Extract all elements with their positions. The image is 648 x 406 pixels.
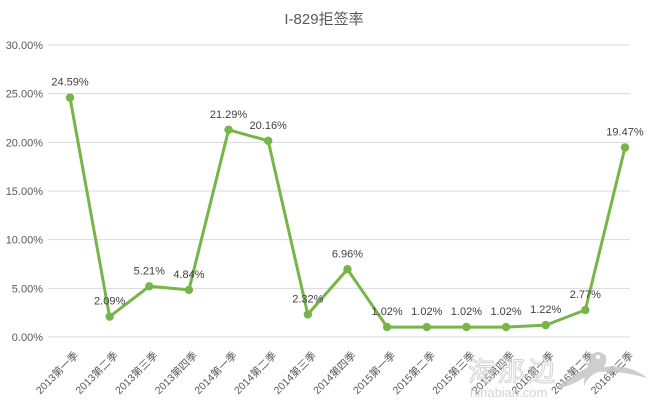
bird-icon: [556, 352, 647, 388]
data-point-marker: [541, 320, 550, 330]
data-point-label: 19.47%: [606, 126, 644, 138]
data-point-label: 1.02%: [411, 306, 442, 318]
data-point-marker: [224, 125, 233, 134]
y-axis-tick-label: 15.00%: [6, 186, 44, 198]
data-point-marker: [303, 310, 313, 319]
data-point-marker: [581, 305, 590, 315]
data-point-label: 1.02%: [372, 306, 403, 318]
data-point-marker: [422, 322, 431, 332]
watermark-url: hinabian.com: [470, 385, 547, 400]
data-point-marker: [264, 136, 273, 145]
y-axis-tick-label: 30.00%: [6, 40, 44, 52]
data-point-marker: [382, 322, 392, 332]
watermark-text: 海那边: [468, 357, 558, 387]
data-point-label: 1.22%: [530, 304, 561, 316]
data-point-marker: [501, 322, 511, 332]
y-axis-tick-label: 10.00%: [6, 235, 44, 247]
y-axis-labels: 0.00% 5.00% 10.00% 15.00% 20.00% 25.00% 30.00%: [6, 40, 44, 344]
data-point-marker: [343, 265, 352, 274]
data-point-marker: [462, 322, 471, 332]
y-axis-tick-label: 5.00%: [12, 283, 43, 295]
chart-title: I-829拒签率: [284, 11, 363, 28]
data-point-label: 24.59%: [51, 77, 89, 89]
data-point-label: 4.84%: [173, 269, 204, 281]
data-point-label: 2.32%: [292, 293, 323, 305]
data-point-label: 1.02%: [490, 306, 521, 318]
data-point-marker: [184, 285, 194, 295]
data-point-label: 6.96%: [332, 248, 363, 260]
data-point-label: 2.09%: [94, 296, 125, 308]
data-point-label: 21.29%: [210, 109, 248, 121]
data-labels: 24.59% 2.09% 5.21% 4.84% 21.29%20.16% 2.32% 6.…: [51, 77, 643, 318]
y-axis-tick-label: 25.00%: [6, 89, 44, 101]
data-series: [65, 93, 630, 332]
watermark: 海那边 hinabian.com: [468, 352, 647, 400]
series-line: [68, 96, 627, 329]
data-point-label: 5.21%: [134, 265, 165, 277]
data-point-marker: [105, 312, 114, 321]
y-axis-tick-label: 0.00%: [12, 332, 43, 344]
data-point-label: 20.16%: [250, 120, 288, 132]
data-point-label: 2.77%: [570, 289, 601, 301]
gridlines: [48, 44, 630, 338]
data-point-marker: [620, 143, 630, 152]
y-axis-tick-label: 20.00%: [6, 137, 44, 149]
data-point-marker: [65, 93, 75, 102]
data-point-label: 1.02%: [451, 306, 482, 318]
data-point-marker: [145, 282, 154, 291]
